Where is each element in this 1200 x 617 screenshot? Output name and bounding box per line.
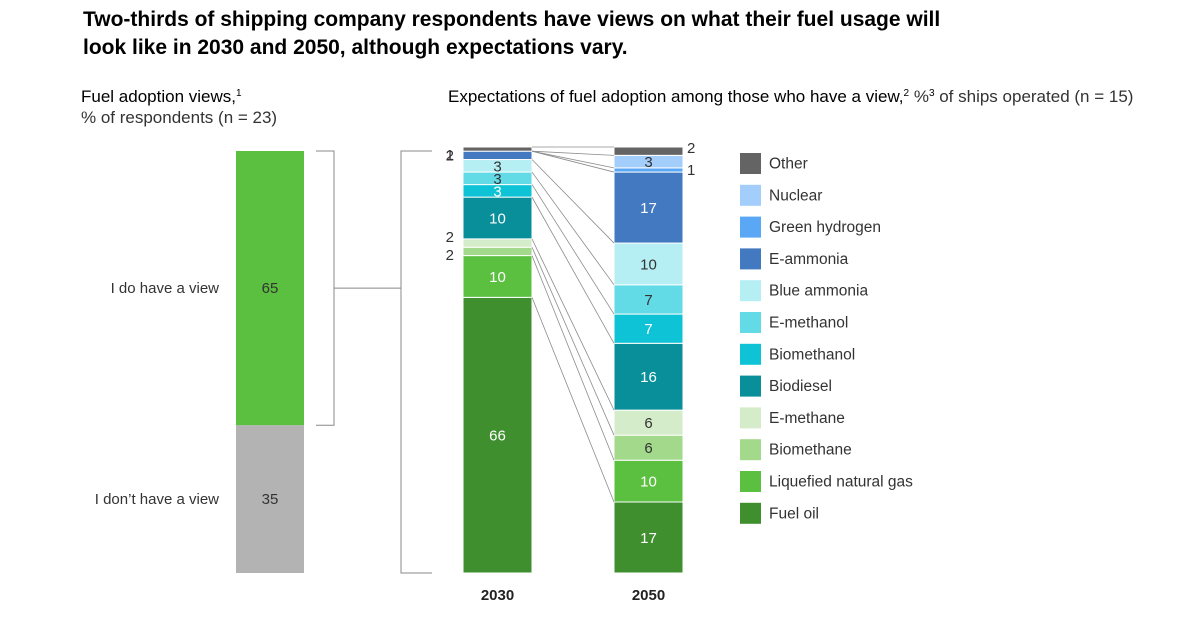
category-label-i-don-t-have-a-view: I don’t have a view [95,491,219,508]
legend-label-other: Other [769,156,808,173]
data-label-i-don-t-have-a-view: 35 [262,491,279,508]
data-label-i-do-have-a-view: 65 [262,280,279,297]
left-subtitle-unit: % of respondents (n = 23) [81,108,278,127]
data-label-2050-e-ammonia: 17 [640,200,657,217]
flow-line-biodiesel [531,196,615,344]
left-subtitle-main: Fuel adoption views, [81,87,236,106]
bar-segment-2030-other [462,146,533,152]
bar-segment-2050-liquefied-natural-gas [613,459,684,503]
legend-swatch-blue-ammonia [740,280,761,302]
flow-line-e-methanol [531,171,615,286]
legend-label-e-methanol: E-methanol [769,315,848,332]
view-bracket [316,150,335,426]
bar-segment-2050-biodiesel [613,342,684,411]
data-label-2030-biomethane: 2 [446,247,454,264]
bar-segment-i-do-have-a-view [236,151,304,426]
legend-swatch-e-methane [740,407,761,429]
bar-segment-2030-biomethane [462,246,533,257]
right-subtitle-unit: of ships operated (n = 15) [934,87,1134,106]
flow-line-biomethane [531,247,615,436]
bar-segment-2050-biomethanol [613,313,684,344]
bar-segment-2030-liquefied-natural-gas [462,255,533,298]
right-subtitle-main: Expectations of fuel adoption among thos… [448,87,904,106]
flow-line-e-ammonia [531,150,615,173]
legend-swatch-fuel-oil [740,502,761,524]
bar-segment-2050-fuel-oil [613,501,684,574]
bar-segment-2050-biomethane [613,434,684,461]
flow-line-e-methane [531,238,615,411]
footnote-2-marker: 2 [903,88,910,99]
flow-line-green-hydrogen [531,150,615,169]
legend-label-biomethane: Biomethane [769,442,852,459]
data-label-2030-e-methane: 2 [446,229,454,246]
legend-swatch-green-hydrogen [740,216,761,238]
chart-title: Two-thirds of shipping company responden… [83,8,941,59]
legend-swatch-e-ammonia [740,248,761,270]
right-subtitle-percent: % [909,87,929,106]
bar-segment-2050-blue-ammonia [613,242,684,286]
legend-swatch-biomethanol [740,343,761,365]
footnote-1-marker: 1 [235,88,242,99]
data-label-2050-other: 2 [687,140,695,157]
flow-line-nuclear [531,150,615,156]
legend-label-nuclear: Nuclear [769,187,822,204]
data-label-2030-biomethanol: 3 [493,183,501,200]
data-label-2050-blue-ammonia: 10 [640,256,657,273]
legend-swatch-liquefied-natural-gas [740,471,761,492]
legend-label-biomethanol: Biomethanol [769,346,855,363]
flow-line-biomethanol [531,184,615,315]
left-panel-subtitle: Fuel adoption views,1 % of respondents (… [81,86,277,128]
x-tick-label-2030: 2030 [481,587,514,604]
legend-swatch-e-methanol [740,312,761,333]
legend-label-fuel-oil: Fuel oil [769,505,819,522]
legend-label-e-ammonia: E-ammonia [769,251,849,268]
data-label-2030-e-ammonia: 2 [446,147,454,164]
data-label-2030-e-methanol: 3 [493,171,501,188]
bar-segment-2030-fuel-oil [462,296,533,574]
data-label-2050-green-hydrogen: 1 [687,162,695,179]
category-label-i-do-have-a-view: I do have a view [111,280,220,297]
data-label-2050-biomethanol: 7 [644,321,652,338]
legend-label-e-methane: E-methane [769,410,845,427]
legend-label-blue-ammonia: Blue ammonia [769,283,868,300]
legend-swatch-biodiesel [740,375,761,397]
data-label-2050-biomethane: 6 [644,440,652,457]
right-panel-subtitle: Expectations of fuel adoption among thos… [448,86,1133,107]
flow-line-liquefied-natural-gas [531,255,615,461]
bar-segment-i-don-t-have-a-view [236,425,304,573]
legend-label-biodiesel: Biodiesel [769,378,832,395]
data-label-2030-blue-ammonia: 3 [493,158,501,175]
data-label-2050-liquefied-natural-gas: 10 [640,474,657,491]
bar-segment-2050-other [613,146,684,156]
legend-label-liquefied-natural-gas: Liquefied natural gas [769,474,913,491]
data-label-2030-liquefied-natural-gas: 10 [489,269,506,286]
flow-line-blue-ammonia [531,159,615,244]
bar-segment-2050-e-methanol [613,284,684,315]
data-label-2030-other: 1 [446,147,454,164]
data-label-2050-biodiesel: 16 [640,369,657,386]
legend-swatch-nuclear [740,184,761,206]
data-label-2030-fuel-oil: 66 [489,428,506,445]
data-label-2050-e-methanol: 7 [644,292,652,309]
bar-segment-2030-e-methane [462,238,533,248]
x-tick-label-2050: 2050 [632,587,665,604]
legend-label-green-hydrogen: Green hydrogen [769,219,881,236]
expectations-bracket [400,150,432,574]
legend-swatch-biomethane [740,439,761,461]
data-label-2030-biodiesel: 10 [489,211,506,228]
flow-line-fuel-oil [531,297,615,503]
bar-segment-2030-biodiesel [462,196,533,240]
bar-segment-2050-e-ammonia [613,171,684,244]
data-label-2050-nuclear: 3 [644,154,652,171]
footnote-3-marker: 3 [928,88,935,99]
data-label-2050-fuel-oil: 17 [640,530,657,547]
data-label-2050-e-methane: 6 [644,415,652,432]
legend-swatch-other [740,153,761,174]
